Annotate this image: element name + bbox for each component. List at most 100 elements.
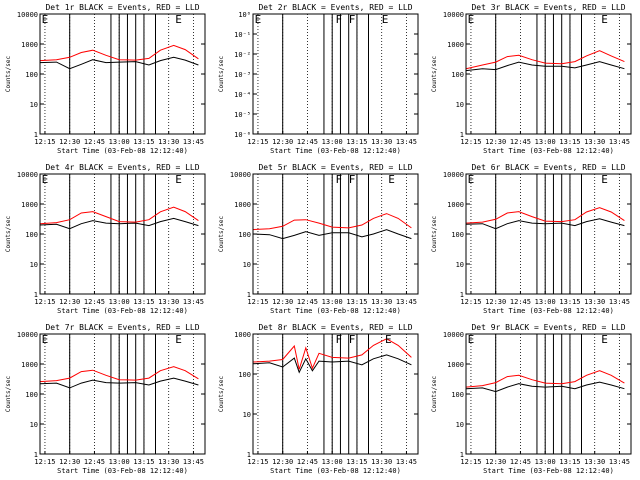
event-marker: E — [255, 13, 262, 26]
x-tick-label: 12:45 — [510, 138, 531, 146]
panel-title: Det 6r BLACK = Events, RED = LLD — [471, 163, 625, 172]
event-marker: E — [468, 13, 475, 26]
y-axis-label: Counts/sec — [431, 216, 438, 253]
x-tick-label: 12:30 — [59, 138, 80, 146]
y-tick-label: 1 — [34, 291, 38, 299]
y-tick-label: 1 — [460, 131, 464, 139]
x-tick-label: 13:45 — [183, 298, 204, 306]
x-tick-label: 13:45 — [609, 138, 630, 146]
event-marker: E — [468, 333, 475, 346]
plot-frame — [465, 333, 632, 455]
x-tick-label: 12:30 — [485, 298, 506, 306]
event-marker: E — [42, 333, 49, 346]
x-tick-label: 12:45 — [84, 458, 105, 466]
x-tick-label: 12:45 — [510, 298, 531, 306]
x-tick-label: 13:00 — [535, 458, 556, 466]
y-tick-label: 10⁻² — [234, 51, 251, 59]
y-tick-label: 10 — [243, 261, 251, 269]
y-axis-label: Counts/sec — [5, 216, 12, 253]
x-tick-label: 13:15 — [559, 298, 580, 306]
x-tick-label: 13:45 — [396, 138, 417, 146]
event-marker: F — [349, 333, 356, 346]
events-series-line — [39, 217, 199, 230]
lld-series-line — [252, 338, 412, 370]
y-tick-label: 10 — [456, 101, 464, 109]
event-marker: E — [601, 333, 608, 346]
y-tick-label: 1000 — [447, 361, 464, 369]
x-tick-label: 12:45 — [297, 458, 318, 466]
x-axis-label: Start Time (03-Feb-08 12:12:40) — [483, 467, 614, 475]
panel-title: Det 4r BLACK = Events, RED = LLD — [45, 163, 199, 172]
x-tick-label: 12:15 — [460, 138, 481, 146]
event-marker: E — [601, 173, 608, 186]
y-tick-label: 10 — [456, 261, 464, 269]
event-marker: E — [601, 13, 608, 26]
y-tick-label: 100 — [451, 391, 464, 399]
x-tick-label: 12:30 — [59, 458, 80, 466]
events-series-line — [39, 56, 199, 70]
y-tick-label: 10000 — [443, 11, 464, 19]
panel-title: Det 1r BLACK = Events, RED = LLD — [45, 3, 199, 12]
event-marker: F — [349, 13, 356, 26]
x-tick-label: 13:15 — [559, 138, 580, 146]
x-axis-label: Start Time (03-Feb-08 12:12:40) — [57, 307, 188, 315]
x-tick-label: 12:45 — [297, 138, 318, 146]
lld-series-line — [465, 50, 625, 70]
plot-frame — [252, 13, 419, 135]
y-tick-label: 10 — [456, 421, 464, 429]
x-tick-label: 13:00 — [109, 458, 130, 466]
y-axis-label: Counts/sec — [5, 376, 12, 413]
y-tick-label: 10 — [30, 101, 38, 109]
y-tick-label: 100 — [238, 231, 251, 239]
x-tick-label: 13:30 — [158, 458, 179, 466]
events-series-line — [465, 61, 625, 72]
y-tick-label: 1000 — [234, 201, 251, 209]
x-tick-label: 13:30 — [371, 458, 392, 466]
event-marker: E — [388, 173, 395, 186]
panel-title: Det 8r BLACK = Events, RED = LLD — [258, 323, 412, 332]
y-tick-label: 1000 — [234, 331, 251, 339]
x-tick-label: 12:45 — [510, 458, 531, 466]
x-tick-label: 13:45 — [396, 298, 417, 306]
x-tick-label: 13:30 — [158, 298, 179, 306]
x-axis-label: Start Time (03-Feb-08 12:12:40) — [483, 307, 614, 315]
event-marker: F — [336, 13, 343, 26]
event-marker: E — [175, 13, 182, 26]
x-tick-label: 13:00 — [109, 138, 130, 146]
x-tick-label: 12:15 — [247, 298, 268, 306]
y-tick-label: 100 — [451, 71, 464, 79]
y-tick-label: 10000 — [230, 171, 251, 179]
event-marker: F — [349, 173, 356, 186]
y-axis-label: Counts/sec — [5, 56, 12, 93]
x-tick-label: 13:30 — [584, 298, 605, 306]
events-series-line — [465, 381, 625, 393]
y-axis-label: Counts/sec — [218, 216, 225, 253]
x-tick-label: 12:30 — [272, 298, 293, 306]
y-axis-label: Counts/sec — [431, 376, 438, 413]
y-tick-label: 1 — [34, 451, 38, 459]
x-tick-label: 12:30 — [485, 458, 506, 466]
events-series-line — [39, 377, 199, 389]
lld-series-line — [39, 44, 199, 62]
event-marker: F — [336, 173, 343, 186]
event-marker: E — [385, 333, 392, 346]
x-tick-label: 12:15 — [34, 458, 55, 466]
y-tick-label: 100 — [451, 231, 464, 239]
x-tick-label: 12:30 — [272, 458, 293, 466]
x-axis-label: Start Time (03-Feb-08 12:12:40) — [270, 307, 401, 315]
y-tick-label: 1 — [460, 451, 464, 459]
x-tick-label: 13:00 — [535, 298, 556, 306]
x-tick-label: 13:45 — [609, 458, 630, 466]
x-tick-label: 12:30 — [272, 138, 293, 146]
x-tick-label: 12:15 — [460, 458, 481, 466]
plot-frame — [465, 173, 632, 295]
y-tick-label: 10000 — [17, 11, 38, 19]
x-tick-label: 12:15 — [460, 298, 481, 306]
plot-frame — [252, 173, 419, 295]
